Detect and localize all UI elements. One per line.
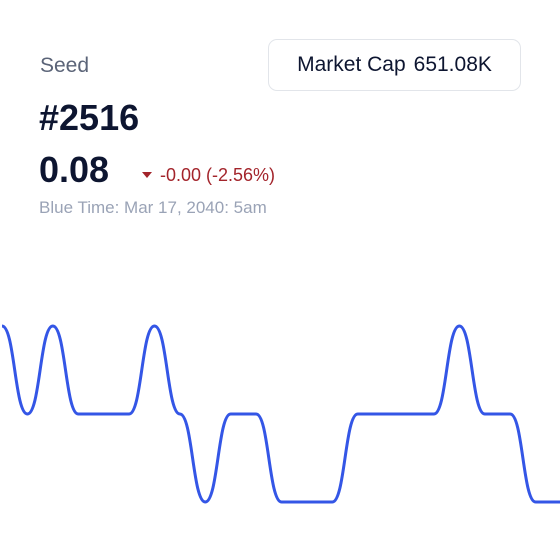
timestamp: Blue Time: Mar 17, 2040: 5am <box>39 198 267 217</box>
market-cap-label: Market Cap <box>297 53 406 76</box>
label: Seed <box>40 54 90 77</box>
market-cap-button[interactable]: Market Cap 651.08K <box>268 39 521 91</box>
price-line <box>1 324 560 504</box>
market-cap-value: 651.08K <box>413 53 492 76</box>
title: #2516 <box>39 97 140 138</box>
price-change: -0.00 (-2.56%) <box>160 165 276 185</box>
price: 0.08 <box>39 149 110 190</box>
down-arrow <box>142 172 152 178</box>
